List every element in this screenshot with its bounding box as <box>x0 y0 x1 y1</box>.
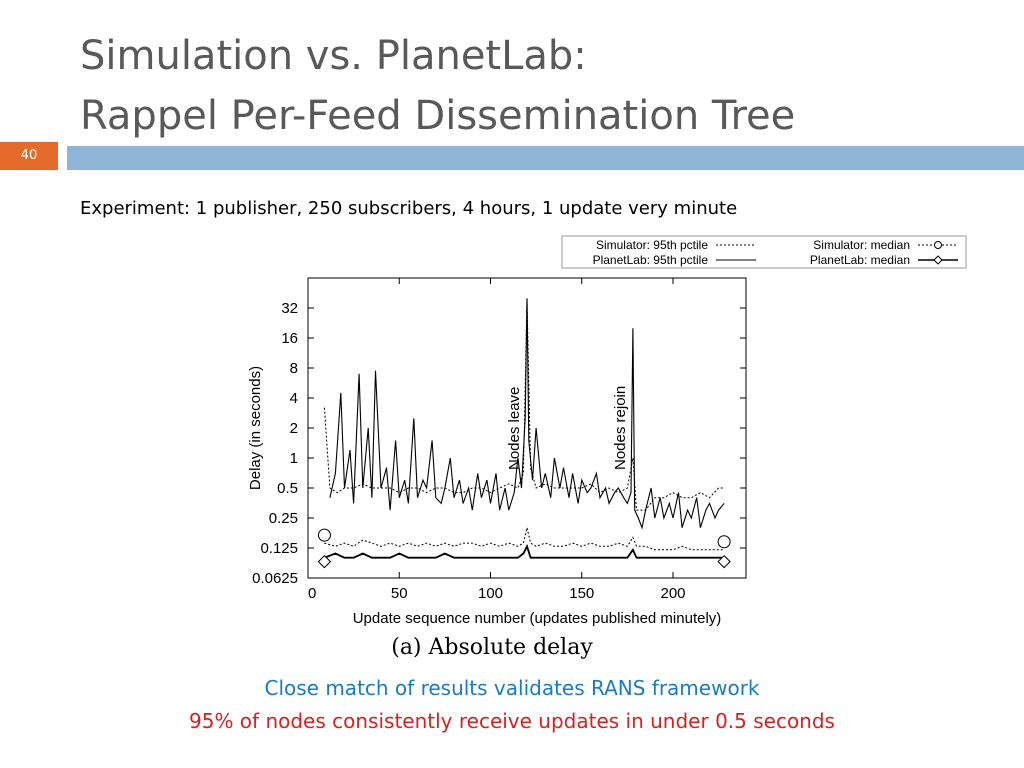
experiment-description: Experiment: 1 publisher, 250 subscribers… <box>80 198 738 219</box>
chart-container: Simulator: 95th pctile Simulator: median… <box>230 230 980 670</box>
slide-title-line1: Simulation vs. PlanetLab: <box>80 33 587 79</box>
axes-group: 0 50 100 150 200 0.0625 0.125 0.25 0.5 1 2 4 8 16 32 <box>252 278 746 602</box>
x-tick-label: 100 <box>478 585 503 602</box>
legend-label-pl-95: PlanetLab: 95th pctile <box>593 253 709 267</box>
y-tick-label: 4 <box>290 390 298 407</box>
x-tick-label: 0 <box>308 585 316 602</box>
delay-chart: Simulator: 95th pctile Simulator: median… <box>247 235 967 660</box>
title-divider-bar <box>67 146 1024 170</box>
series-planetlab-95th-line <box>329 298 725 530</box>
slide-title: Simulation vs. PlanetLab: Rappel Per-Fee… <box>80 26 795 146</box>
x-tick-label: 150 <box>569 585 594 602</box>
y-tick-label: 32 <box>281 300 298 317</box>
chart-caption: (a) Absolute delay <box>391 635 593 660</box>
annotation-label: Nodes rejoin <box>612 386 629 470</box>
legend-label-sim-median: Simulator: median <box>813 238 910 252</box>
series-layer <box>317 298 731 569</box>
y-axis-label: Delay (in seconds) <box>247 366 264 490</box>
y-tick-label: 8 <box>290 360 298 377</box>
y-tick-label: 1 <box>290 450 298 467</box>
note-percentile: 95% of nodes consistently receive update… <box>189 709 835 733</box>
note-validation: Close match of results validates RANS fr… <box>264 676 760 700</box>
slide-title-line2: Rappel Per-Feed Dissemination Tree <box>80 93 796 139</box>
y-tick-label: 0.25 <box>269 510 298 527</box>
page-number-badge: 40 <box>0 142 58 170</box>
legend-label-sim-95: Simulator: 95th pctile <box>596 238 708 252</box>
sim-median-marker <box>717 535 731 549</box>
planetlab-median-marker <box>717 554 731 569</box>
legend-label-pl-median: PlanetLab: median <box>810 253 910 267</box>
series-sim-95th-line <box>323 298 725 511</box>
sim-median-marker <box>317 528 331 542</box>
y-tick-label: 0.0625 <box>252 570 298 587</box>
x-axis-label: Update sequence number (updates publishe… <box>353 610 722 627</box>
x-tick-label: 50 <box>391 585 408 602</box>
chart-legend: Simulator: 95th pctile Simulator: median… <box>561 235 967 269</box>
x-tick-label: 200 <box>660 585 685 602</box>
series-planetlab-median-line <box>324 543 725 559</box>
planetlab-median-marker <box>317 554 332 569</box>
y-tick-label: 2 <box>290 420 298 437</box>
y-tick-label: 0.5 <box>277 480 298 497</box>
annotation-layer: Nodes leave Nodes rejoin <box>506 386 629 470</box>
y-tick-label: 16 <box>281 330 298 347</box>
legend-marker-sim-median <box>934 241 942 249</box>
legend-marker-pl-median <box>933 255 943 265</box>
legend-box <box>561 235 967 269</box>
annotation-label: Nodes leave <box>506 387 523 470</box>
y-tick-label: 0.125 <box>260 540 298 557</box>
